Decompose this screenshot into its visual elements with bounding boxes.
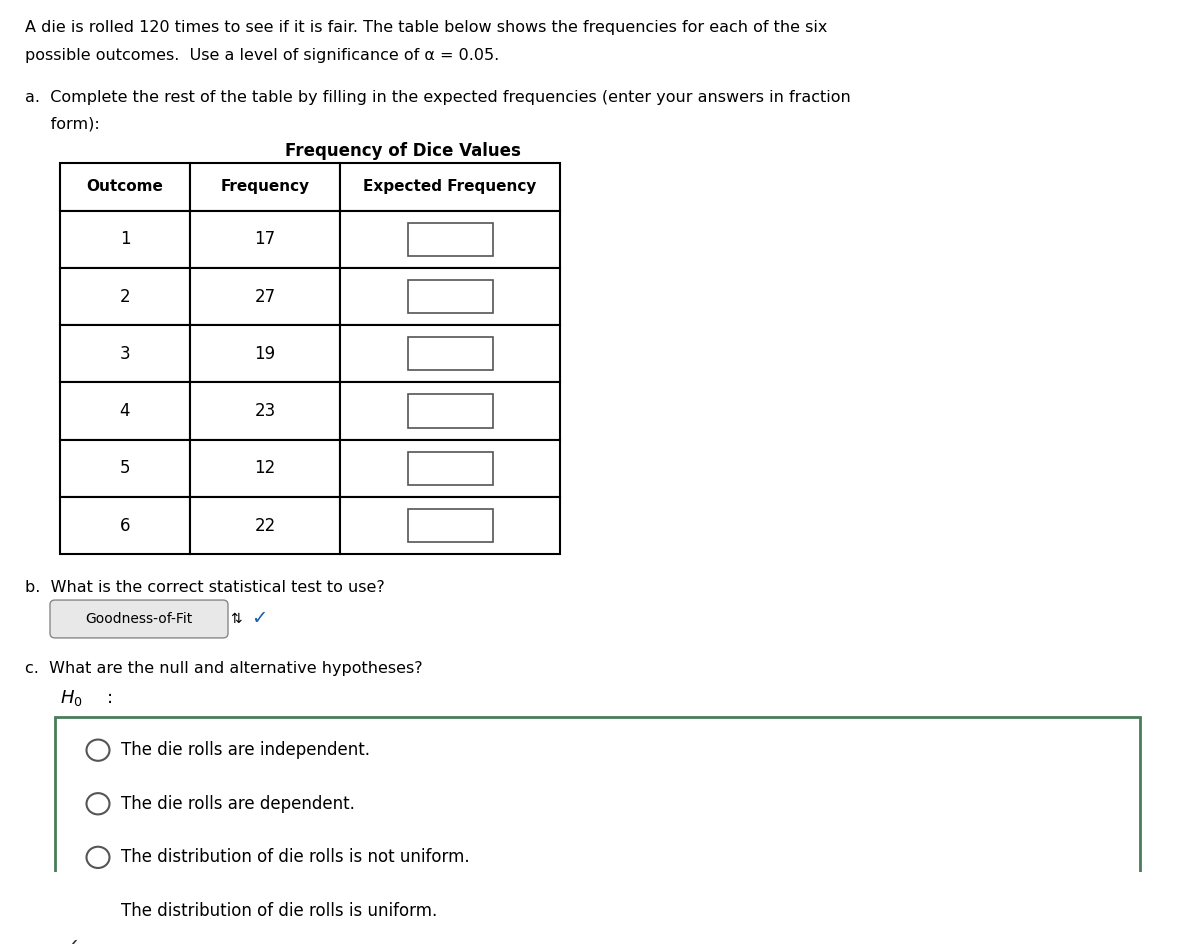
Bar <box>190 382 340 440</box>
Circle shape <box>86 901 109 921</box>
Text: Goodness-of-Fit: Goodness-of-Fit <box>85 612 193 626</box>
Bar <box>190 268 340 325</box>
Text: $H_0$: $H_0$ <box>60 688 83 708</box>
Text: 23: 23 <box>254 402 276 420</box>
Text: 2: 2 <box>120 288 131 306</box>
Bar <box>55 716 1140 944</box>
Bar <box>408 509 492 542</box>
Bar <box>408 452 492 485</box>
Text: c.  What are the null and alternative hypotheses?: c. What are the null and alternative hyp… <box>25 662 422 677</box>
Text: 4: 4 <box>120 402 131 420</box>
Bar <box>408 223 492 256</box>
Text: The distribution of die rolls is not uniform.: The distribution of die rolls is not uni… <box>121 849 469 867</box>
Text: b.  What is the correct statistical test to use?: b. What is the correct statistical test … <box>25 581 385 595</box>
Text: :: : <box>107 689 113 707</box>
Bar <box>190 162 340 211</box>
Text: ✓: ✓ <box>64 937 79 944</box>
Bar <box>190 497 340 554</box>
Bar <box>340 211 560 268</box>
Bar <box>340 497 560 554</box>
Text: Expected Frequency: Expected Frequency <box>364 179 536 194</box>
Text: ⇅: ⇅ <box>230 612 241 626</box>
Text: Frequency: Frequency <box>221 179 310 194</box>
Bar <box>60 268 190 325</box>
Text: 17: 17 <box>254 230 276 248</box>
Text: Outcome: Outcome <box>86 179 163 194</box>
Circle shape <box>86 793 109 815</box>
Bar <box>408 395 492 428</box>
Circle shape <box>94 906 103 916</box>
Text: ✓: ✓ <box>251 610 268 629</box>
Bar <box>190 325 340 382</box>
Text: 19: 19 <box>254 345 276 362</box>
Bar <box>340 162 560 211</box>
Bar <box>190 440 340 497</box>
Bar <box>340 268 560 325</box>
Bar <box>340 440 560 497</box>
Text: 3: 3 <box>120 345 131 362</box>
Text: a.  Complete the rest of the table by filling in the expected frequencies (enter: a. Complete the rest of the table by fil… <box>25 90 851 105</box>
Text: The die rolls are dependent.: The die rolls are dependent. <box>121 795 355 813</box>
Bar <box>60 211 190 268</box>
Text: possible outcomes.  Use a level of significance of α = 0.05.: possible outcomes. Use a level of signif… <box>25 48 499 63</box>
Text: 22: 22 <box>254 516 276 534</box>
Bar <box>190 211 340 268</box>
Text: 1: 1 <box>120 230 131 248</box>
Text: The distribution of die rolls is uniform.: The distribution of die rolls is uniform… <box>121 902 437 920</box>
FancyBboxPatch shape <box>50 600 228 638</box>
Text: form):: form): <box>25 116 100 131</box>
Bar <box>60 497 190 554</box>
Bar <box>60 440 190 497</box>
Text: A die is rolled 120 times to see if it is fair. The table below shows the freque: A die is rolled 120 times to see if it i… <box>25 21 827 35</box>
Text: 6: 6 <box>120 516 131 534</box>
Text: 5: 5 <box>120 460 131 478</box>
Circle shape <box>86 847 109 868</box>
Text: 12: 12 <box>254 460 276 478</box>
Bar <box>60 325 190 382</box>
Bar <box>340 382 560 440</box>
Bar <box>60 382 190 440</box>
Text: 27: 27 <box>254 288 276 306</box>
Circle shape <box>86 739 109 761</box>
Text: The die rolls are independent.: The die rolls are independent. <box>121 741 370 759</box>
Bar <box>408 337 492 370</box>
Bar <box>60 162 190 211</box>
Text: Frequency of Dice Values: Frequency of Dice Values <box>286 143 521 160</box>
Bar <box>408 280 492 313</box>
Bar <box>340 325 560 382</box>
